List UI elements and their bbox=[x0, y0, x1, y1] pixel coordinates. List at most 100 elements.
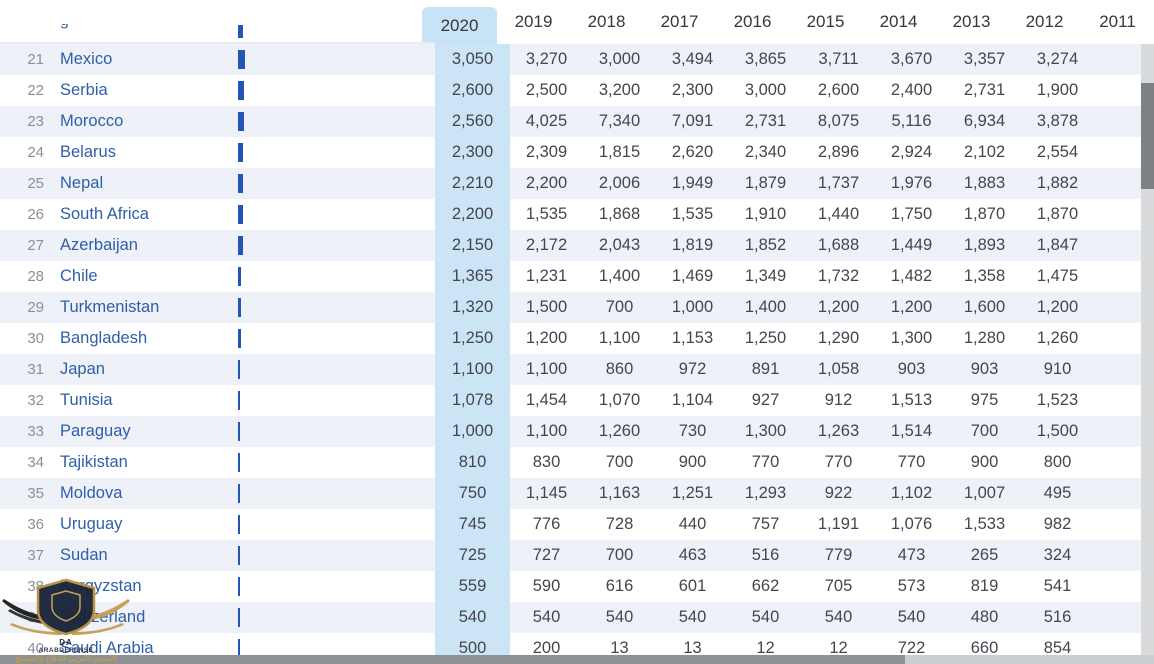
year-column-header[interactable]: 2011 bbox=[1099, 12, 1136, 31]
value: 13 bbox=[610, 639, 629, 657]
value: 1,482 bbox=[890, 267, 933, 285]
country-link[interactable]: Paraguay bbox=[60, 422, 131, 440]
row-rank: 37 bbox=[27, 547, 44, 564]
country-link[interactable]: Morocco bbox=[60, 112, 124, 130]
country-link[interactable]: Azerbaijan bbox=[60, 236, 138, 254]
row-rank: 29 bbox=[27, 299, 44, 316]
value: 2,172 bbox=[525, 236, 568, 254]
value: 1,104 bbox=[671, 391, 714, 409]
value-bar bbox=[238, 515, 240, 534]
value-bar bbox=[238, 298, 241, 317]
bar-cell bbox=[225, 230, 435, 261]
value: 972 bbox=[678, 360, 707, 378]
row-rank: 33 bbox=[27, 423, 44, 440]
value: 2,340 bbox=[744, 143, 787, 161]
value: 903 bbox=[897, 360, 926, 378]
value: 1,300 bbox=[890, 329, 933, 347]
country-link[interactable]: Mexico bbox=[60, 50, 113, 68]
country-link[interactable]: Tunisia bbox=[60, 391, 113, 409]
value: 975 bbox=[970, 391, 999, 409]
table-row: 34 Tajikistan 810 830 700 900 770 770 770 900 800 bbox=[0, 447, 1154, 478]
country-link[interactable]: Saudi Arabia bbox=[60, 639, 154, 657]
country-link[interactable]: Tajikistan bbox=[60, 453, 128, 471]
value: 1,260 bbox=[598, 422, 641, 440]
value: 770 bbox=[824, 453, 853, 471]
value: 12 bbox=[829, 639, 848, 657]
value: 2,731 bbox=[963, 81, 1006, 99]
value: 891 bbox=[751, 360, 780, 378]
value: 900 bbox=[970, 453, 999, 471]
country-link[interactable]: Serbia bbox=[60, 81, 108, 99]
value: 700 bbox=[605, 546, 634, 564]
vertical-scrollbar-thumb[interactable] bbox=[1141, 83, 1154, 189]
year-column-header[interactable]: 2012 bbox=[1025, 12, 1064, 31]
country-link[interactable]: Sudan bbox=[60, 546, 108, 564]
row-rank: 26 bbox=[27, 206, 44, 223]
value: 6,934 bbox=[963, 112, 1006, 130]
value: 1,100 bbox=[598, 329, 641, 347]
value: 1,102 bbox=[890, 484, 933, 502]
value: 495 bbox=[1043, 484, 1072, 502]
value: 776 bbox=[532, 515, 561, 533]
year-column-header[interactable]: 2019 bbox=[514, 12, 553, 31]
value: 854 bbox=[1043, 639, 1072, 657]
bar-cell bbox=[225, 168, 435, 199]
country-link[interactable]: Bangladesh bbox=[60, 329, 148, 347]
value-selected-year: 810 bbox=[435, 447, 510, 478]
year-column-header[interactable]: 2014 bbox=[879, 12, 918, 31]
vertical-scrollbar-track[interactable] bbox=[1141, 44, 1154, 664]
table-row: 27 Azerbaijan 2,150 2,172 2,043 1,819 1,852 1,6… bbox=[0, 230, 1154, 261]
value: 1,250 bbox=[744, 329, 787, 347]
bar-cell bbox=[225, 292, 435, 323]
value: 1,910 bbox=[744, 205, 787, 223]
value: 540 bbox=[678, 608, 707, 626]
value: 3,357 bbox=[963, 50, 1006, 68]
value-selected-year: 2,200 bbox=[435, 199, 510, 230]
country-link[interactable]: Belarus bbox=[60, 143, 116, 161]
year-column-header[interactable]: 2015 bbox=[806, 12, 845, 31]
year-column-header[interactable]: 2018 bbox=[587, 12, 626, 31]
value: 1,260 bbox=[1036, 329, 1079, 347]
row-rank: 22 bbox=[27, 82, 44, 99]
horizontal-scrollbar-thumb[interactable] bbox=[0, 655, 905, 664]
country-link[interactable]: Kyrgyzstan bbox=[60, 577, 142, 595]
value: 2,400 bbox=[890, 81, 933, 99]
value: 1,076 bbox=[890, 515, 933, 533]
value-bar bbox=[238, 577, 240, 596]
country-link[interactable]: Nepal bbox=[60, 174, 104, 192]
value: 463 bbox=[678, 546, 707, 564]
value: 1,976 bbox=[890, 174, 933, 192]
value-bar bbox=[238, 143, 244, 162]
bar-cell bbox=[225, 323, 435, 354]
value: 200 bbox=[532, 639, 561, 657]
bar-cell bbox=[225, 478, 435, 509]
year-column-header-selected[interactable]: 2020 bbox=[422, 7, 497, 44]
country-link[interactable]: Turkmenistan bbox=[60, 298, 160, 316]
year-column-header[interactable]: 2017 bbox=[660, 12, 699, 31]
value-selected-year: 750 bbox=[435, 478, 510, 509]
value: 2,620 bbox=[671, 143, 714, 161]
value-selected-year: 2,210 bbox=[435, 168, 510, 199]
row-rank: 31 bbox=[27, 361, 44, 378]
value: 541 bbox=[1043, 577, 1072, 595]
clipped-value-bar bbox=[238, 25, 243, 38]
year-column-header[interactable]: 2013 bbox=[952, 12, 991, 31]
bar-cell bbox=[225, 571, 435, 602]
value: 480 bbox=[970, 608, 999, 626]
country-link[interactable]: Uruguay bbox=[60, 515, 123, 533]
country-link[interactable]: Chile bbox=[60, 267, 98, 285]
country-link[interactable]: South Africa bbox=[60, 205, 149, 223]
bar-cell bbox=[225, 633, 435, 664]
value: 3,270 bbox=[525, 50, 568, 68]
row-rank: 32 bbox=[27, 392, 44, 409]
value: 1,290 bbox=[817, 329, 860, 347]
country-link[interactable]: Japan bbox=[60, 360, 105, 378]
value: 1,440 bbox=[817, 205, 860, 223]
value: 516 bbox=[751, 546, 780, 564]
year-column-header[interactable]: 2016 bbox=[733, 12, 772, 31]
value-selected-year: 745 bbox=[435, 509, 510, 540]
country-link[interactable]: Switzerland bbox=[60, 608, 146, 626]
table-row: 22 Serbia 2,600 2,500 3,200 2,300 3,000 2,600 2,… bbox=[0, 75, 1154, 106]
country-link[interactable]: Moldova bbox=[60, 484, 123, 502]
bar-cell bbox=[225, 137, 435, 168]
